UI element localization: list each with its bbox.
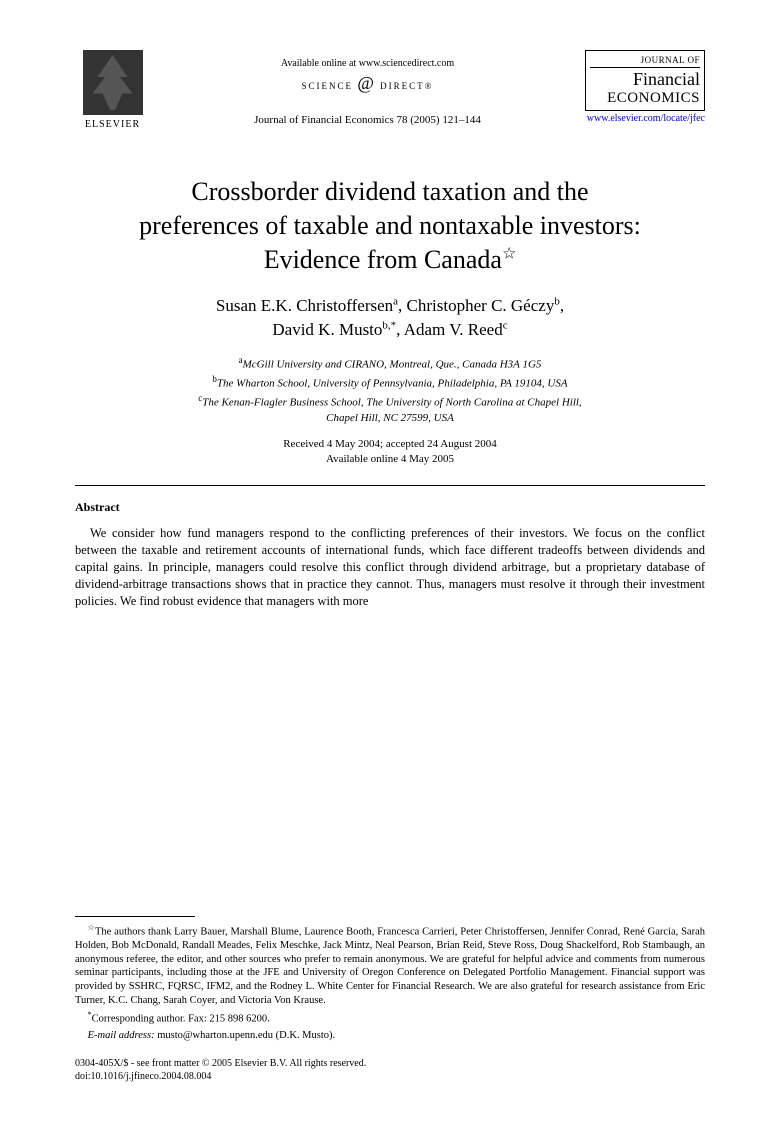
journal-url[interactable]: www.elsevier.com/locate/jfec [585,113,705,124]
authors: Susan E.K. Christoffersena, Christopher … [75,294,705,342]
footnotes-block: ☆The authors thank Larry Bauer, Marshall… [75,916,705,1083]
abstract-heading: Abstract [75,500,705,515]
article-dates: Received 4 May 2004; accepted 24 August … [75,437,705,468]
author-3: David K. Musto [272,320,382,339]
sd-prefix: SCIENCE [302,81,354,91]
author-3-affil: b,* [382,320,396,332]
abstract-text: We consider how fund managers respond to… [75,525,705,609]
corr-text: Corresponding author. Fax: 215 898 6200. [92,1014,270,1025]
title-footnote-star: ☆ [502,245,516,262]
author-1-affil: a [393,296,398,308]
title-line1: Crossborder dividend taxation and the [191,177,588,206]
doi: doi:10.1016/j.jfineco.2004.08.004 [75,1071,211,1082]
sd-suffix: DIRECT® [380,81,433,91]
science-direct-logo: SCIENCE @ DIRECT® [150,73,585,94]
email-value: musto@wharton.upenn.edu (D.K. Musto). [157,1030,335,1041]
corresponding-author-footnote: *Corresponding author. Fax: 215 898 6200… [75,1010,705,1026]
author-1: Susan E.K. Christoffersen [216,296,393,315]
title-line3: Evidence from Canada [264,245,502,274]
author-4-affil: c [503,320,508,332]
journal-logo-line2: ECONOMICS [590,90,700,107]
acknowledgment-footnote: ☆The authors thank Larry Bauer, Marshall… [75,923,705,1007]
email-footnote: E-mail address: musto@wharton.upenn.edu … [75,1029,705,1043]
journal-logo-top: JOURNAL OF [590,55,700,68]
footnote-rule [75,916,195,917]
ack-text: The authors thank Larry Bauer, Marshall … [75,926,705,1005]
affil-c-line2: Chapel Hill, NC 27599, USA [326,412,454,424]
dates-line2: Available online 4 May 2005 [326,453,454,465]
center-header: Available online at www.sciencedirect.co… [150,50,585,126]
author-4: Adam V. Reed [404,320,503,339]
publisher-logo: ELSEVIER [75,50,150,130]
journal-logo-block: JOURNAL OF Financial ECONOMICS www.elsev… [585,50,705,124]
dates-line1: Received 4 May 2004; accepted 24 August … [283,438,497,450]
affil-a: McGill University and CIRANO, Montreal, … [243,359,542,371]
header-row: ELSEVIER Available online at www.science… [75,50,705,130]
author-2-affil: b [554,296,560,308]
divider-top [75,485,705,486]
publisher-name: ELSEVIER [85,119,140,130]
available-online-text: Available online at www.sciencedirect.co… [150,58,585,69]
journal-logo: JOURNAL OF Financial ECONOMICS [585,50,705,111]
affil-b: The Wharton School, University of Pennsy… [217,378,568,390]
affiliations: aMcGill University and CIRANO, Montreal,… [75,354,705,427]
email-label: E-mail address: [88,1030,155,1041]
journal-logo-line1: Financial [590,70,700,90]
ack-star: ☆ [88,923,95,932]
sd-at-icon: @ [357,73,376,93]
affil-c-line1: The Kenan-Flagler Business School, The U… [202,397,581,409]
title-line2: preferences of taxable and nontaxable in… [139,211,641,240]
copyright-line1: 0304-405X/$ - see front matter © 2005 El… [75,1058,366,1069]
author-2: Christopher C. Géczy [407,296,555,315]
article-title: Crossborder dividend taxation and the pr… [75,175,705,276]
copyright-block: 0304-405X/$ - see front matter © 2005 El… [75,1057,705,1083]
elsevier-tree-icon [83,50,143,115]
journal-citation: Journal of Financial Economics 78 (2005)… [150,114,585,126]
